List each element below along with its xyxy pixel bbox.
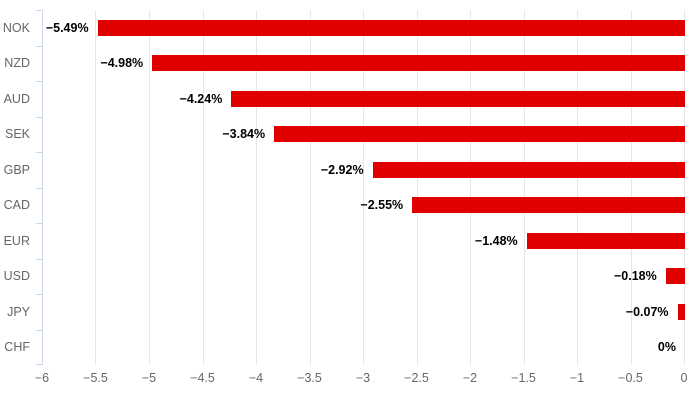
bar-sek[interactable] — [274, 126, 685, 143]
data-label-chf: 0% — [657, 340, 676, 354]
x-tick-label-7: −2.5 — [404, 371, 429, 385]
category-axis-tick — [36, 258, 42, 260]
x-tick-label-9: −1.5 — [511, 371, 536, 385]
category-axis-tick — [36, 364, 42, 365]
x-tick-label-11: −0.5 — [618, 371, 643, 385]
x-tick-label-10: −1 — [569, 371, 585, 385]
gridline — [630, 10, 632, 365]
bar-nzd[interactable] — [152, 55, 685, 72]
gridline — [523, 10, 525, 365]
bar-eur[interactable] — [526, 232, 685, 249]
gridline — [469, 10, 471, 365]
bar-nok[interactable] — [97, 19, 685, 36]
category-axis-tick — [36, 152, 42, 153]
gridline — [202, 10, 204, 365]
data-label-jpy: −0.07% — [625, 304, 669, 319]
category-label-chf: CHF — [4, 340, 30, 354]
gridline — [148, 10, 150, 365]
x-tick-label-12: 0 — [680, 371, 688, 385]
category-axis-tick — [36, 329, 42, 331]
bar-usd[interactable] — [665, 268, 685, 285]
category-label-jpy: JPY — [7, 304, 30, 319]
plot-area: −5.49% −4.98% −4.24% −3.84% −2.92% −2.55% −1.4… — [36, 10, 685, 365]
data-label-gbp: −2.92% — [320, 162, 364, 177]
gridline — [416, 10, 418, 365]
data-label-nzd: −4.98% — [100, 56, 144, 70]
data-label-eur: −1.48% — [474, 233, 518, 248]
category-label-eur: EUR — [3, 233, 30, 248]
category-axis-tick — [36, 294, 42, 295]
data-label-aud: −4.24% — [179, 91, 223, 106]
category-axis-tick — [36, 45, 42, 47]
data-label-usd: −0.18% — [614, 269, 657, 283]
category-axis-tick — [36, 187, 42, 189]
category-axis-tick — [36, 116, 42, 118]
bar-aud[interactable] — [231, 90, 685, 107]
bar-cad[interactable] — [412, 197, 685, 214]
x-tick-label-1: −5.5 — [83, 371, 108, 385]
data-label-cad: −2.55% — [360, 198, 404, 212]
gridline — [309, 10, 311, 365]
category-label-aud: AUD — [3, 91, 30, 106]
category-axis-tick — [36, 81, 42, 82]
bar-jpy[interactable] — [677, 303, 685, 320]
data-label-nok: −5.49% — [45, 20, 89, 35]
x-tick-label-0: −6 — [34, 371, 50, 385]
x-tick-label-4: −4 — [248, 371, 264, 385]
gridline — [577, 10, 578, 365]
value-axis-labels: −6 −5.5 −5 −4.5 −4 −3.5 −3 −2.5 −2 −1.5 −1 −0.5 0 — [35, 371, 688, 390]
category-axis-labels: NOK NZD AUD SEK GBP CAD EUR USD JPY CHF — [0, 10, 30, 365]
x-tick-label-8: −2 — [462, 371, 478, 385]
x-tick-label-3: −4.5 — [190, 371, 215, 385]
gridline — [255, 10, 257, 365]
category-label-gbp: GBP — [3, 162, 30, 177]
gridline — [95, 10, 97, 365]
x-tick-label-2: −5 — [141, 371, 157, 385]
category-label-sek: SEK — [4, 127, 30, 141]
x-tick-label-6: −3 — [355, 371, 371, 385]
x-tick-label-5: −3.5 — [297, 371, 322, 385]
category-label-nok: NOK — [2, 20, 30, 35]
category-label-usd: USD — [3, 269, 30, 283]
gridline — [363, 10, 364, 365]
gridline — [684, 10, 685, 365]
data-label-sek: −3.84% — [222, 127, 266, 141]
category-axis-tick — [36, 223, 42, 224]
category-axis-tick — [36, 10, 42, 11]
bar-gbp[interactable] — [372, 161, 685, 178]
category-label-cad: CAD — [3, 198, 30, 212]
category-label-nzd: NZD — [4, 56, 30, 70]
